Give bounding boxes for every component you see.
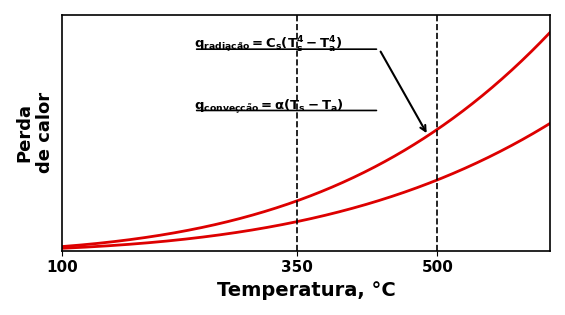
Y-axis label: Perda
de calor: Perda de calor bbox=[15, 92, 54, 174]
Text: $\mathbf{q}_{\mathbf{radia\c{c}\~{a}o}}\mathbf{=C_s(T_s^4-T_a^4)}$: $\mathbf{q}_{\mathbf{radia\c{c}\~{a}o}}\… bbox=[194, 34, 342, 55]
Text: $\mathbf{q}_{\mathbf{convec\c{c}\~{a}o}}\mathbf{=\alpha(T_s-T_a)}$: $\mathbf{q}_{\mathbf{convec\c{c}\~{a}o}}… bbox=[194, 98, 344, 116]
X-axis label: Temperatura, °C: Temperatura, °C bbox=[217, 281, 396, 300]
